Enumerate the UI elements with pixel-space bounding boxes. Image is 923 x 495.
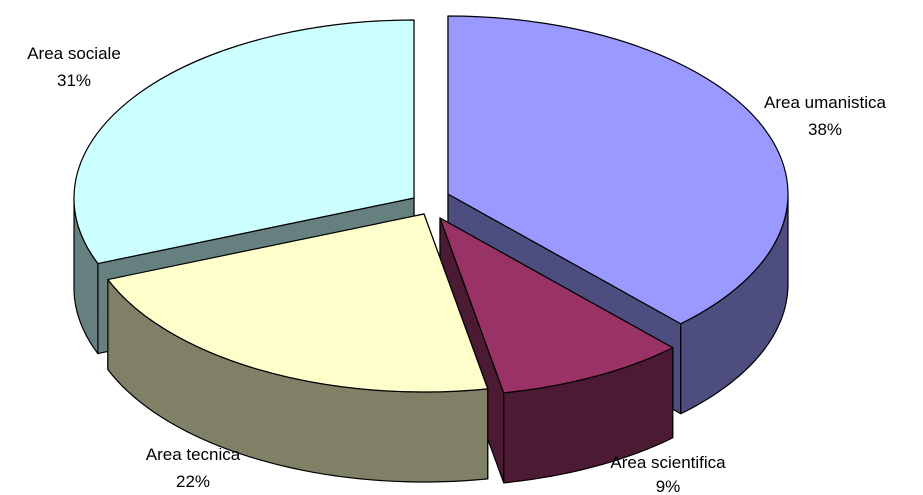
slice-tecnica [107, 213, 489, 393]
label-umanistica-pct: 38% [808, 120, 842, 139]
label-sociale-name: Area sociale [27, 44, 121, 63]
slice-scientifica [439, 217, 674, 394]
slice-umanistica [447, 15, 789, 325]
label-tecnica-name: Area tecnica [146, 445, 241, 464]
label-tecnica-pct: 22% [176, 472, 210, 491]
label-scientifica-name: Area scientifica [610, 453, 726, 472]
label-sociale-pct: 31% [57, 71, 91, 90]
label-scientifica-pct: 9% [656, 477, 681, 495]
pie-faces [73, 15, 789, 394]
label-umanistica-name: Area umanistica [764, 93, 886, 112]
slice-sociale [73, 19, 415, 265]
pie-labels: Area umanistica 38% Area scientifica 9% … [27, 44, 886, 495]
